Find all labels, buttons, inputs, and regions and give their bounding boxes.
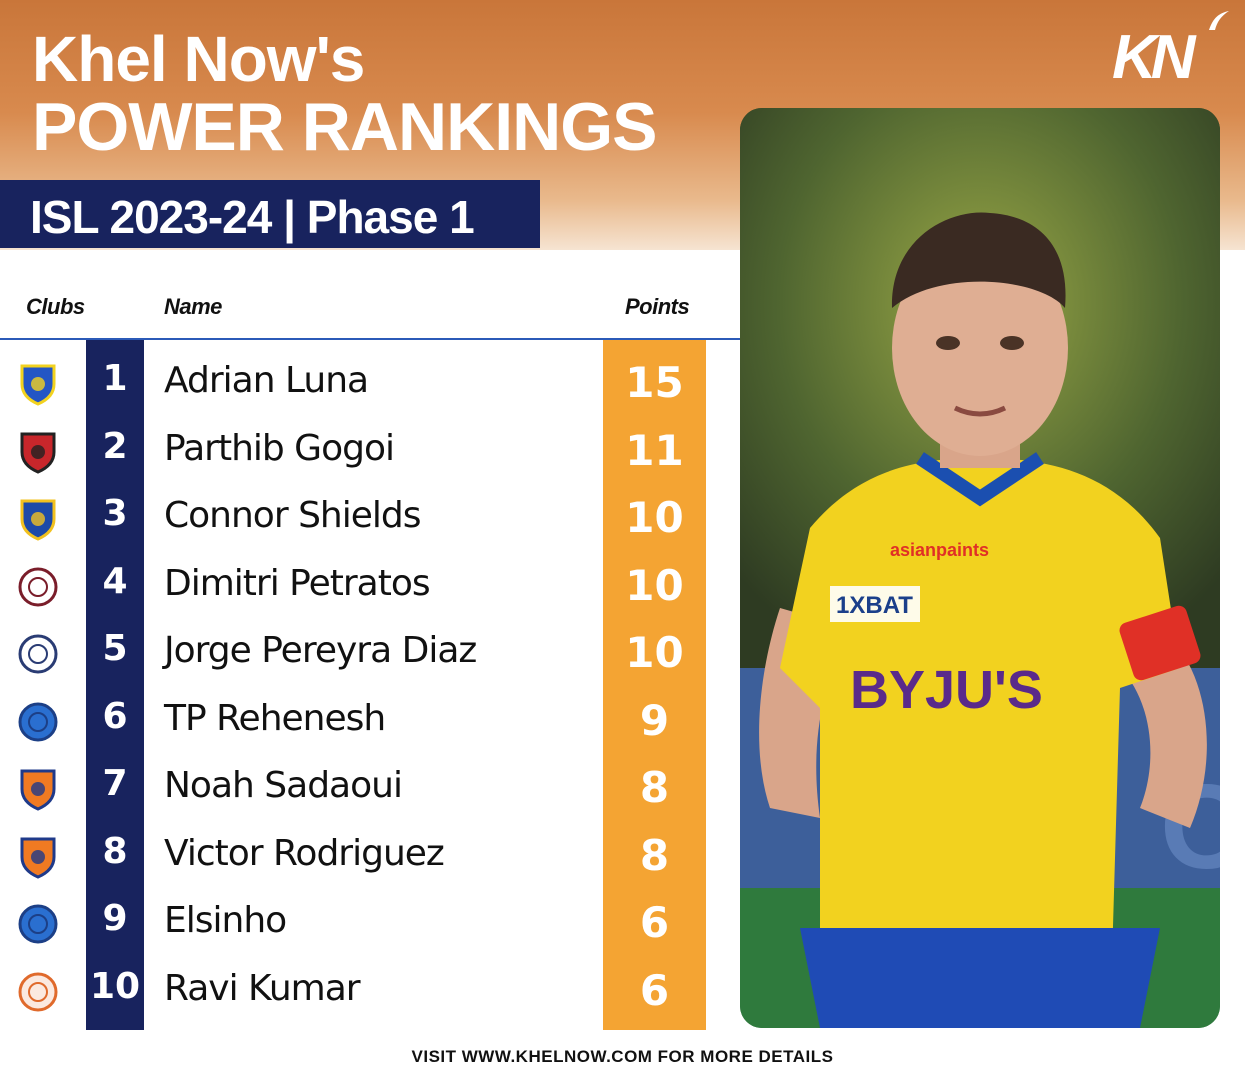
table-row: 3 Connor Shields 10 xyxy=(0,485,740,552)
clubs-column-header: Clubs xyxy=(26,294,85,319)
footer-text: VISIT WWW.KHELNOW.COM FOR MORE DETAILS xyxy=(411,1047,834,1066)
logo-swoosh-icon xyxy=(1209,11,1229,30)
table-row: 9 Elsinho 6 xyxy=(0,890,740,957)
player-name: Dimitri Petratos xyxy=(164,562,431,604)
rank-number: 6 xyxy=(102,695,128,737)
rank-number: 8 xyxy=(102,830,128,872)
player-points: 10 xyxy=(625,493,684,542)
name-column-header: Name xyxy=(164,294,222,319)
player-name: Connor Shields xyxy=(164,495,421,536)
table-row: 5 Jorge Pereyra Diaz 10 xyxy=(0,620,740,687)
page-title-line1: Khel Now's xyxy=(32,23,365,95)
rank-number: 2 xyxy=(102,425,128,467)
player-name: Elsinho xyxy=(164,900,287,941)
player-points: 10 xyxy=(625,560,684,610)
rank-number: 7 xyxy=(102,763,128,804)
player-name: Victor Rodriguez xyxy=(164,832,445,874)
player-name: Jorge Pereyra Diaz xyxy=(164,630,477,671)
table-row: 4 Dimitri Petratos 10 xyxy=(0,553,740,620)
points-column-header: Points xyxy=(625,294,690,319)
sponsor-1xbat: 1XBAT xyxy=(836,592,913,619)
player-name: Adrian Luna xyxy=(164,360,369,401)
player-illustration: O 1XBAT asianpaints BYJU'S xyxy=(740,108,1220,1028)
kerala-blasters-crest-icon xyxy=(20,364,56,406)
player-points: 6 xyxy=(639,898,670,947)
player-name: Ravi Kumar xyxy=(164,967,361,1009)
punjab-fc-crest-icon xyxy=(18,972,58,1011)
player-points: 15 xyxy=(625,358,684,407)
rank-column-background xyxy=(86,340,144,1030)
points-column-background xyxy=(603,340,706,1030)
table-row: 2 Parthib Gogoi 11 xyxy=(0,418,740,485)
player-name: Noah Sadaoui xyxy=(164,765,403,806)
khelnow-logo: KN xyxy=(1112,23,1196,92)
fc-goa-crest-icon xyxy=(20,769,56,811)
table-row: 1 Adrian Luna 15 xyxy=(0,350,740,417)
jamshedpur-fc-crest-icon xyxy=(18,904,58,944)
player-points: 8 xyxy=(639,763,670,812)
table-header: Clubs Name Points xyxy=(0,290,740,340)
player-points: 6 xyxy=(639,965,670,1015)
sponsor-asianpaints: asianpaints xyxy=(890,540,989,560)
table-row: 8 Victor Rodriguez 8 xyxy=(0,823,740,890)
mumbai-city-crest-icon xyxy=(18,634,58,674)
player-points: 9 xyxy=(639,695,670,745)
chennaiyin-fc-crest-icon xyxy=(20,499,56,541)
player-name: Parthib Gogoi xyxy=(164,427,395,469)
sponsor-byjus: BYJU'S xyxy=(850,660,1043,720)
table-row: 6 TP Rehenesh 9 xyxy=(0,688,740,755)
player-points: 8 xyxy=(639,830,670,880)
player-points: 10 xyxy=(625,628,684,677)
rank-number: 5 xyxy=(102,628,128,669)
table-row: 7 Noah Sadaoui 8 xyxy=(0,755,740,822)
rank-number: 4 xyxy=(102,560,128,602)
rank-number: 1 xyxy=(102,358,128,399)
table-row: 10 Ravi Kumar 6 xyxy=(0,958,740,1025)
northeast-united-crest-icon xyxy=(20,432,56,474)
player-name: TP Rehenesh xyxy=(164,697,386,739)
season-banner-text: ISL 2023-24 | Phase 1 xyxy=(30,191,475,243)
mohun-bagan-crest-icon xyxy=(18,567,58,606)
rank-number: 3 xyxy=(102,493,128,534)
player-photo: O 1XBAT asianpaints BYJU'S xyxy=(740,108,1220,1028)
rank-number: 9 xyxy=(102,898,128,939)
page-title-line2: POWER RANKINGS xyxy=(32,89,657,165)
rank-number: 10 xyxy=(89,965,141,1007)
jamshedpur-fc-crest-icon xyxy=(18,702,58,741)
fc-goa-crest-icon xyxy=(20,837,56,879)
season-banner: ISL 2023-24 | Phase 1 xyxy=(0,180,540,248)
player-points: 11 xyxy=(625,425,684,475)
